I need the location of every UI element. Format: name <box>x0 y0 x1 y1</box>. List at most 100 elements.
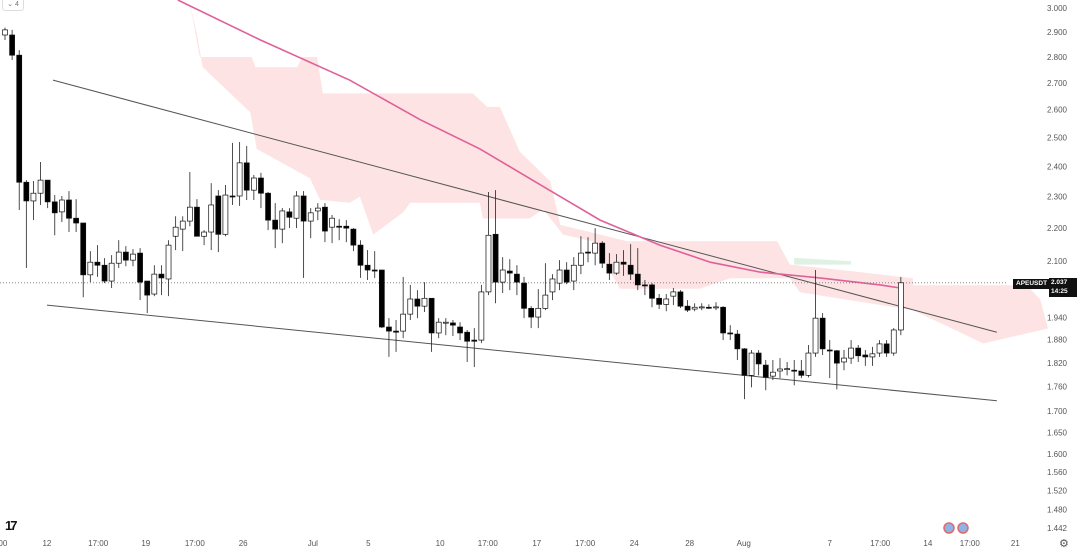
candle-body <box>194 206 200 237</box>
candle-body <box>30 192 37 202</box>
candle-body <box>563 269 570 283</box>
candle-body <box>442 321 449 324</box>
candle <box>137 248 143 301</box>
gear-icon[interactable]: ⚙ <box>1059 538 1069 550</box>
candle <box>855 345 862 362</box>
candles <box>2 27 904 400</box>
candle-body <box>770 371 776 377</box>
candle <box>23 180 30 268</box>
candle-body <box>208 204 215 233</box>
candle <box>485 191 492 296</box>
candle-body <box>862 354 869 358</box>
price-tick-label: 2.100 <box>1047 257 1068 266</box>
candle-body <box>784 368 790 370</box>
candle-body <box>80 222 87 276</box>
candle-body <box>428 297 435 334</box>
last-price-tag: 2.037 14:25 <box>1049 278 1077 297</box>
time-tick-label: 17:00 <box>575 539 596 548</box>
candle-body <box>130 253 136 261</box>
candle <box>890 328 897 356</box>
candle <box>386 318 392 357</box>
time-axis[interactable]: 00 12 17:00 19 17:00 26 Jul 5 10 17:00 17 17:00 24 28… <box>0 539 1020 548</box>
candle-body <box>762 364 769 378</box>
candle <box>613 254 620 275</box>
tradingview-logo[interactable]: 17 <box>5 518 18 533</box>
candle <box>293 191 300 229</box>
candle-body <box>485 234 492 293</box>
candle <box>357 240 364 278</box>
candle <box>627 244 634 281</box>
candle-body <box>59 199 65 213</box>
time-tick-label: 17 <box>532 539 541 548</box>
candle-body <box>371 269 378 272</box>
candle-body <box>521 282 527 309</box>
candle <box>698 303 705 311</box>
candle <box>634 248 641 291</box>
candle-body <box>457 326 463 334</box>
candle-body <box>798 370 805 376</box>
time-tick-label: 12 <box>42 539 51 548</box>
candle <box>428 297 435 352</box>
price-tick-label: 2.900 <box>1047 28 1068 37</box>
candle-body <box>727 332 734 335</box>
time-tick-label: 17:00 <box>88 539 109 548</box>
candle <box>80 222 87 298</box>
price-tick-label: 1.560 <box>1047 468 1068 477</box>
candle <box>478 284 485 344</box>
candle <box>123 246 129 267</box>
candle-body <box>2 29 8 36</box>
time-tick-label: 28 <box>685 539 694 548</box>
candle <box>400 276 407 339</box>
candle-body <box>620 261 627 265</box>
candle <box>883 340 890 357</box>
candle <box>663 294 670 312</box>
candle-body <box>720 306 726 334</box>
price-axis[interactable]: 3.000 2.900 2.800 2.700 2.600 2.500 2.400 2.300… <box>1047 4 1068 533</box>
price-tick-label: 1.480 <box>1047 506 1068 515</box>
candle-body <box>684 305 691 311</box>
candle <box>229 142 236 205</box>
candle <box>329 215 335 244</box>
candle <box>762 360 769 391</box>
economic-event-icons[interactable] <box>943 522 969 534</box>
candle-body <box>542 294 549 309</box>
us-flag-event-icon[interactable] <box>957 522 969 534</box>
candle-body <box>627 264 634 275</box>
last-price-value: 2.037 <box>1051 279 1068 286</box>
candle <box>165 240 172 297</box>
candle <box>656 294 662 310</box>
candle-body <box>514 273 520 283</box>
candle <box>307 208 314 239</box>
candle-body <box>642 284 648 287</box>
candle-body <box>9 34 15 56</box>
candle <box>812 270 819 357</box>
candle-body <box>37 179 44 194</box>
candle <box>748 349 755 388</box>
candle <box>108 255 115 289</box>
candle-body <box>677 291 684 307</box>
collapse-label: ⌄ 4 <box>7 0 19 8</box>
candle-body <box>848 347 854 359</box>
candle <box>691 303 698 312</box>
bar-countdown: 14:25 <box>1051 288 1068 295</box>
candle-body <box>855 347 862 357</box>
candle-body <box>421 297 428 307</box>
time-tick-label: 19 <box>141 539 150 548</box>
candle <box>101 258 108 284</box>
collapse-indicators-button[interactable]: ⌄ 4 <box>2 0 24 11</box>
candle <box>144 280 151 314</box>
candle-body <box>108 262 115 282</box>
candle-body <box>606 263 613 274</box>
candle <box>51 195 58 236</box>
candle <box>179 216 186 252</box>
candle-body <box>101 264 108 282</box>
time-tick-label: 17:00 <box>960 539 981 548</box>
candle-body <box>300 195 307 222</box>
candle <box>336 219 343 241</box>
candle-body <box>258 177 264 194</box>
us-flag-event-icon[interactable] <box>943 522 955 534</box>
candle <box>841 349 847 371</box>
candle-body <box>805 352 812 376</box>
candle-body <box>343 225 350 229</box>
